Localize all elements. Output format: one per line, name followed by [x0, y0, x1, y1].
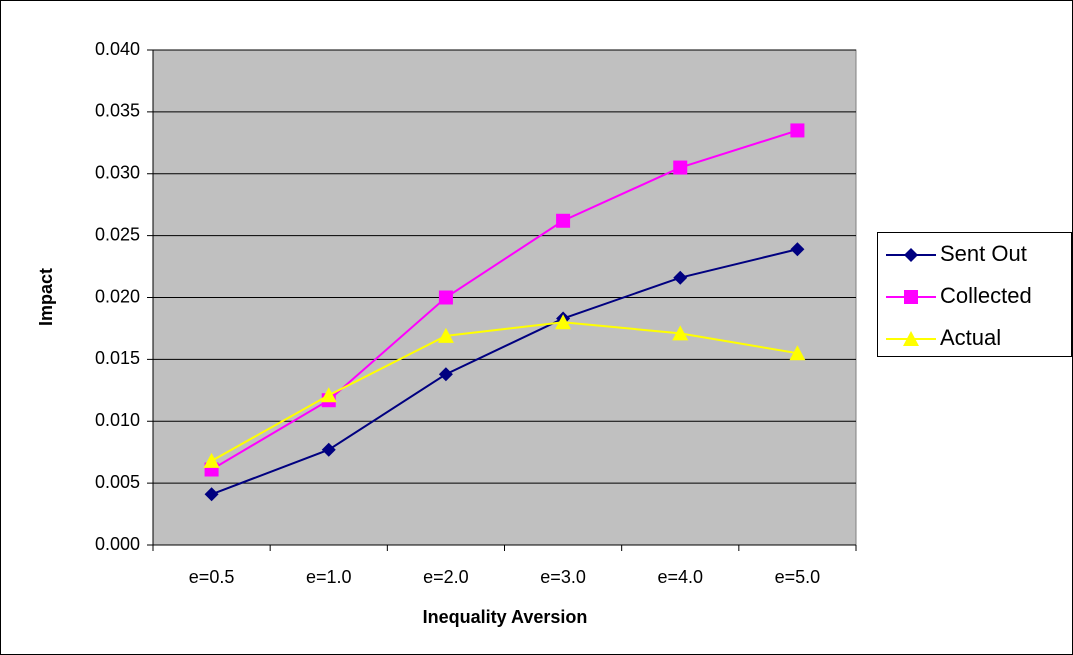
data-point	[320, 387, 337, 403]
data-point	[673, 270, 688, 285]
data-point	[438, 290, 453, 305]
series-line	[211, 129, 798, 471]
data-point	[204, 487, 219, 502]
x-tick-label: e=4.0	[657, 567, 703, 587]
y-tick-label: 0.035	[95, 101, 140, 121]
x-tick-label: e=2.0	[423, 567, 469, 587]
data-point	[556, 213, 571, 228]
series-line	[211, 321, 798, 462]
y-tick-label: 0.040	[95, 39, 140, 59]
x-tick-label: e=0.5	[189, 567, 235, 587]
y-tick-label: 0.010	[95, 410, 140, 430]
data-point	[672, 325, 689, 341]
legend-label: Sent Out	[940, 241, 1027, 266]
series-line	[211, 248, 798, 496]
legend-marker	[903, 331, 919, 346]
x-tick-label: e=5.0	[775, 567, 821, 587]
x-tick-label: e=1.0	[306, 567, 352, 587]
data-point	[438, 367, 453, 382]
data-point	[555, 314, 572, 330]
x-axis-title: Inequality Aversion	[423, 607, 588, 627]
data-point	[790, 242, 805, 257]
y-tick-label: 0.020	[95, 286, 140, 306]
legend-marker	[904, 248, 918, 262]
data-point	[790, 123, 805, 138]
y-tick-label: 0.030	[95, 163, 140, 183]
data-point	[789, 345, 806, 361]
data-point	[203, 452, 220, 468]
x-tick-label: e=3.0	[540, 567, 586, 587]
y-tick-label: 0.015	[95, 348, 140, 368]
y-tick-label: 0.005	[95, 472, 140, 492]
data-point	[321, 442, 336, 457]
data-point	[437, 327, 454, 343]
y-tick-label: 0.025	[95, 224, 140, 244]
data-point	[673, 160, 688, 175]
y-axis-title: Impact	[36, 268, 56, 326]
legend-label: Actual	[940, 325, 1001, 350]
legend-label: Collected	[940, 283, 1032, 308]
legend-marker	[904, 290, 918, 304]
y-tick-label: 0.000	[95, 534, 140, 554]
